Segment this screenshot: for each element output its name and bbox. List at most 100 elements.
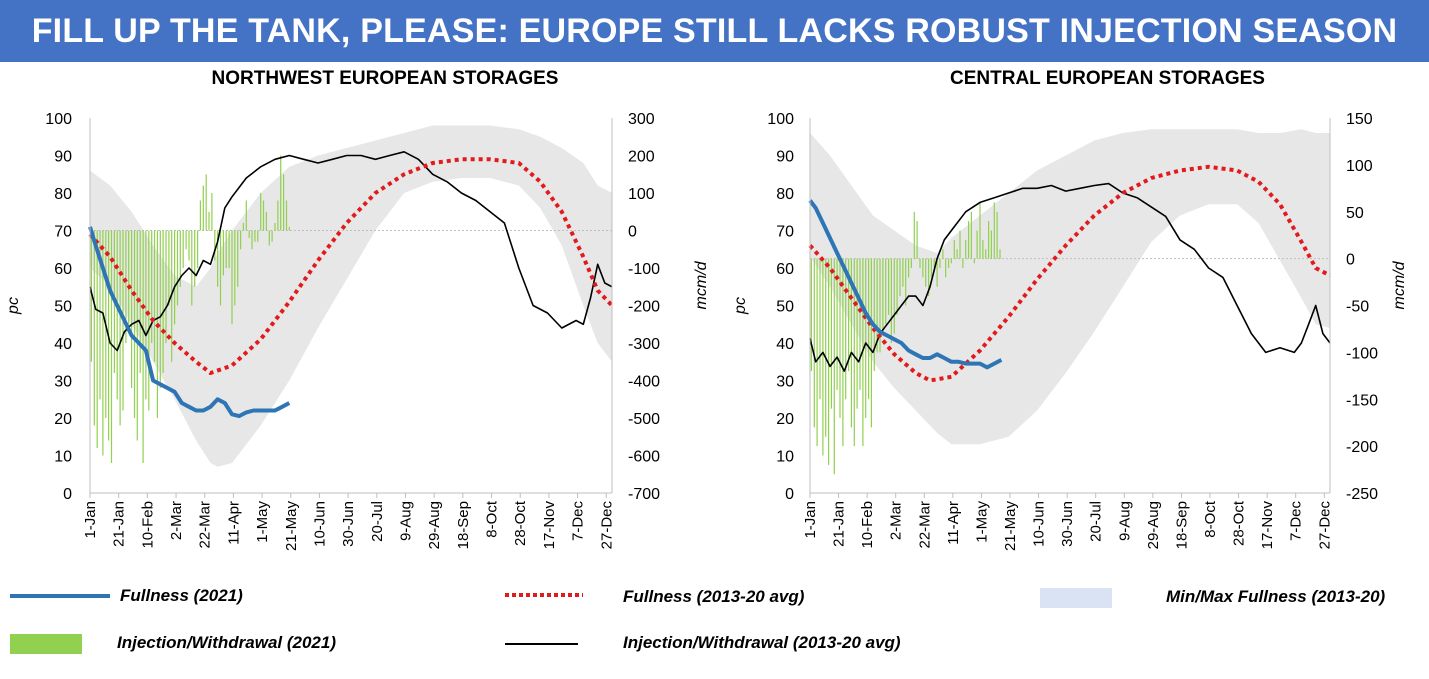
ce-injection-bar <box>893 258 895 334</box>
ce-ytick-label: 0 <box>785 486 794 503</box>
ce-xtick-label: 9-Aug <box>1116 501 1133 541</box>
nw-xtick-label: 8-Oct <box>484 500 501 538</box>
nw-xtick-label: 9-Aug <box>398 501 415 541</box>
ce-minmax-band <box>810 129 1330 445</box>
ce-injection-bar <box>816 258 818 447</box>
ce-xtick-label: 27-Dec <box>1316 501 1333 550</box>
nw-injection-bar <box>237 230 239 287</box>
ce-xtick-label: 21-May <box>1002 501 1019 552</box>
ce-injection-bar <box>899 258 901 297</box>
banner-title: FILL UP THE TANK, PLEASE: EUROPE STILL L… <box>0 0 1429 62</box>
nw-xtick-label: 21-Jan <box>111 501 128 547</box>
nw-ytick-label: 90 <box>54 149 72 166</box>
ce-injection-bar <box>865 258 867 418</box>
nw-injection-bar <box>188 230 190 261</box>
nw-injection-bar <box>151 230 153 343</box>
ce-injection-bar <box>928 258 930 297</box>
nw-injection-bar <box>214 230 216 261</box>
ce-injection-bar <box>813 258 815 428</box>
ce-injection-bar <box>939 258 941 268</box>
nw-injection-bar <box>202 185 204 231</box>
nw-ytick-label: 30 <box>54 374 72 391</box>
nw-injection-bar <box>99 230 101 400</box>
nw-xtick-label: 20-Jul <box>369 501 386 542</box>
nw-y2tick-label: 100 <box>628 186 655 203</box>
nw-injection-bar <box>219 230 222 306</box>
nw-injection-bar <box>168 230 170 306</box>
nw-xtick-label: 27-Dec <box>598 501 615 550</box>
nw-xtick-label: 18-Sep <box>455 501 472 549</box>
legend-label-injection-avg: Injection/Withdrawal (2013-20 avg) <box>623 633 901 652</box>
nw-injection-bar <box>133 230 136 418</box>
ce-ylabel: pc <box>732 297 749 315</box>
legend-swatch-injection-2021 <box>10 634 82 654</box>
nw-injection-bar <box>260 193 262 231</box>
nw-injection-bar <box>182 230 184 268</box>
ce-xtick-label: 22-Mar <box>916 501 933 549</box>
ce-xtick-label: 10-Feb <box>859 501 876 549</box>
ce-injection-bar <box>990 230 992 259</box>
nw-y2tick-label: 200 <box>628 149 655 166</box>
ce-y2label: mcm/d <box>1391 260 1408 309</box>
nw-fullness-avg-line <box>88 157 614 375</box>
ce-injection-bar <box>976 230 978 259</box>
ce-injection-bar <box>999 249 1001 259</box>
ce-ytick-label: 50 <box>776 299 794 316</box>
nw-injection-bar <box>116 230 118 400</box>
ce-injection-bar <box>948 258 950 268</box>
ce-ytick-label: 20 <box>776 411 794 428</box>
nw-y2tick-label: -300 <box>628 336 660 353</box>
nw-injection-bar <box>174 230 176 325</box>
nw-injection-bar <box>194 230 196 287</box>
ce-injection-bar <box>953 239 955 259</box>
ce-injection-bar <box>942 249 944 259</box>
nw-injection-bar <box>96 230 98 448</box>
nw-injection-bar <box>145 230 147 400</box>
ce-injection-bar <box>822 258 824 456</box>
ce-y2tick-label: 100 <box>1346 158 1373 175</box>
ce-injection-bar <box>830 258 832 409</box>
ce-injection-bar <box>908 258 910 278</box>
nw-minmax-band <box>90 125 612 467</box>
ce-y2tick-label: -100 <box>1346 345 1378 362</box>
nw-y2label: mcm/d <box>693 260 710 309</box>
nw-injection-bar <box>119 230 121 426</box>
nw-injection-bar <box>257 230 259 242</box>
nw-injection-bar <box>165 230 167 343</box>
ce-injection-bar <box>902 258 904 287</box>
nw-injection-bar <box>251 230 253 250</box>
nw-injection-bar <box>225 230 227 268</box>
ce-xtick-label: 21-Jan <box>831 501 848 547</box>
legend-label-fullness-avg: Fullness (2013-20 avg) <box>623 587 805 606</box>
nw-ytick-label: 70 <box>54 224 72 241</box>
nw-y2tick-label: -700 <box>628 486 660 503</box>
ce-injection-bar <box>973 258 975 264</box>
nw-injection-bar <box>197 230 199 268</box>
ce-ytick-label: 90 <box>776 149 794 166</box>
ce-injection-bar <box>945 258 947 278</box>
ce-injection-bar <box>979 202 981 259</box>
ce-injection-bar <box>919 258 921 268</box>
ce-xtick-label: 2-Mar <box>888 501 905 540</box>
nw-y2tick-label: -500 <box>628 411 660 428</box>
ce-injection-bar <box>885 258 887 325</box>
ce-injection-bar <box>836 258 838 390</box>
nw-injection-bar <box>285 200 288 231</box>
nw-ytick-label: 100 <box>45 111 72 128</box>
ce-injection-bar <box>890 258 892 343</box>
nw-xtick-label: 22-Mar <box>197 501 214 549</box>
nw-ylabel: pc <box>5 297 22 315</box>
nw-injection-bar <box>254 230 256 242</box>
nw-xtick-label: 28-Oct <box>512 500 529 546</box>
ce-xtick-label: 20-Jul <box>1088 501 1105 542</box>
nw-injection-bar <box>277 200 279 231</box>
nw-injection-bar <box>217 230 219 287</box>
nw-ytick-label: 40 <box>54 336 72 353</box>
nw-injection-bar <box>148 230 150 411</box>
nw-ytick-label: 0 <box>63 486 72 503</box>
nw-injection-bar <box>240 230 242 250</box>
ce-xtick-label: 29-Aug <box>1145 501 1162 549</box>
ce-y2tick-label: -50 <box>1346 299 1369 316</box>
nw-y2tick-label: -100 <box>628 261 660 278</box>
